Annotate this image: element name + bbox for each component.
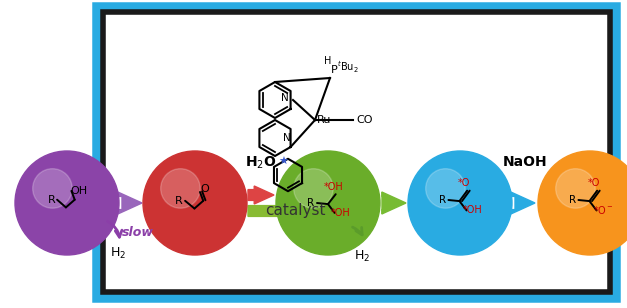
Circle shape <box>276 151 380 255</box>
Text: *O: *O <box>458 179 471 188</box>
Text: P: P <box>331 65 338 75</box>
Text: *OH: *OH <box>463 205 483 215</box>
Polygon shape <box>248 186 274 204</box>
Circle shape <box>33 169 72 208</box>
Text: R: R <box>569 195 576 205</box>
Text: H: H <box>324 56 332 66</box>
Text: R: R <box>48 195 55 205</box>
Polygon shape <box>248 202 294 220</box>
Text: H$_2$O: H$_2$O <box>245 155 277 171</box>
Circle shape <box>538 151 627 255</box>
Polygon shape <box>382 192 406 214</box>
Polygon shape <box>118 192 142 214</box>
Text: NaOH: NaOH <box>503 155 547 169</box>
Text: catalyst: catalyst <box>265 202 325 217</box>
Text: *O$^-$: *O$^-$ <box>593 204 614 216</box>
Text: R: R <box>439 195 446 205</box>
Circle shape <box>426 169 465 208</box>
Text: CO: CO <box>356 115 372 125</box>
Circle shape <box>293 169 333 208</box>
Circle shape <box>161 169 200 208</box>
Text: *OH: *OH <box>331 208 350 218</box>
Text: N: N <box>282 93 289 103</box>
Text: $^t$Bu$_2$: $^t$Bu$_2$ <box>337 59 359 75</box>
FancyBboxPatch shape <box>103 12 610 292</box>
Circle shape <box>408 151 512 255</box>
Text: ★: ★ <box>278 157 288 167</box>
Circle shape <box>556 169 595 208</box>
Text: R: R <box>307 198 315 208</box>
Text: R: R <box>175 196 183 206</box>
Text: O: O <box>200 184 209 194</box>
Text: Ru: Ru <box>317 115 332 125</box>
Text: OH: OH <box>70 186 88 196</box>
Circle shape <box>143 151 247 255</box>
Text: *O: *O <box>588 179 601 188</box>
Text: H$_2$: H$_2$ <box>110 245 126 261</box>
Polygon shape <box>511 192 535 214</box>
Text: H$_2$: H$_2$ <box>354 249 370 264</box>
Text: N: N <box>283 133 291 143</box>
Text: slow: slow <box>122 226 154 240</box>
Text: *OH: *OH <box>324 182 344 192</box>
Circle shape <box>15 151 119 255</box>
